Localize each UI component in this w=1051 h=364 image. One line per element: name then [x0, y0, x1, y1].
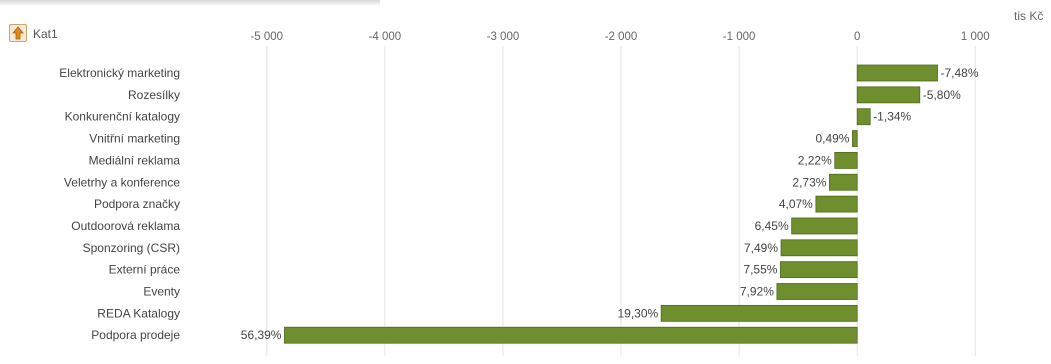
bar: [776, 283, 858, 300]
data-label: 7,92%: [740, 285, 774, 299]
drill-level-label: Kat1: [33, 27, 58, 41]
drill-up-button[interactable]: [9, 24, 27, 42]
x-tick-label: -5 000: [250, 31, 283, 43]
data-label: -7,48%: [940, 66, 978, 80]
category-label: Podpora prodeje: [91, 328, 180, 342]
data-label: 6,45%: [755, 219, 789, 233]
data-label: 19,30%: [617, 306, 658, 320]
x-tick-label: 1 000: [961, 31, 990, 43]
data-label: -5,80%: [923, 88, 961, 102]
data-label: 56,39%: [241, 328, 282, 342]
data-label: 4,07%: [779, 197, 813, 211]
bar: [856, 108, 871, 126]
bar: [834, 151, 858, 169]
arrow-up-icon: [12, 26, 24, 40]
bar: [856, 86, 921, 104]
bar: [829, 173, 858, 191]
bar: [856, 64, 938, 82]
category-label: Eventy: [143, 285, 180, 299]
category-label: Elektronický marketing: [59, 66, 180, 80]
cropped-title-strip: [0, 0, 380, 6]
category-label: Rozesílky: [128, 88, 180, 102]
data-label: 7,49%: [744, 241, 778, 255]
x-tick-label: -3 000: [487, 31, 520, 43]
category-label: Veletrhy a konference: [64, 175, 180, 189]
bar: [852, 130, 858, 147]
data-label: -1,34%: [873, 110, 911, 124]
bar: [780, 239, 858, 257]
bar: [780, 261, 858, 279]
category-label: Externí práce: [109, 263, 181, 277]
category-label: Podpora značky: [94, 197, 180, 211]
bar: [791, 217, 858, 235]
x-tick-label: -1 000: [723, 31, 756, 43]
x-tick-label: -4 000: [369, 31, 402, 43]
category-label: Vnitřní marketing: [89, 132, 180, 146]
category-label: Mediální reklama: [89, 153, 181, 167]
x-tick-label: -2 000: [605, 31, 638, 43]
bar: [815, 195, 858, 213]
bar: [660, 304, 858, 322]
category-label: REDA Katalogy: [97, 306, 180, 320]
unit-label: tis Kč: [1014, 9, 1044, 23]
data-label: 7,55%: [743, 263, 777, 277]
data-label: 0,49%: [815, 132, 849, 146]
data-label: 2,22%: [798, 153, 832, 167]
bar: [284, 326, 858, 344]
x-tick-label: 0: [854, 31, 860, 43]
category-label: Outdoorová reklama: [71, 219, 180, 233]
category-label: Konkurenční katalogy: [65, 110, 180, 124]
category-label: Sponzoring (CSR): [83, 241, 180, 255]
data-label: 2,73%: [792, 175, 826, 189]
